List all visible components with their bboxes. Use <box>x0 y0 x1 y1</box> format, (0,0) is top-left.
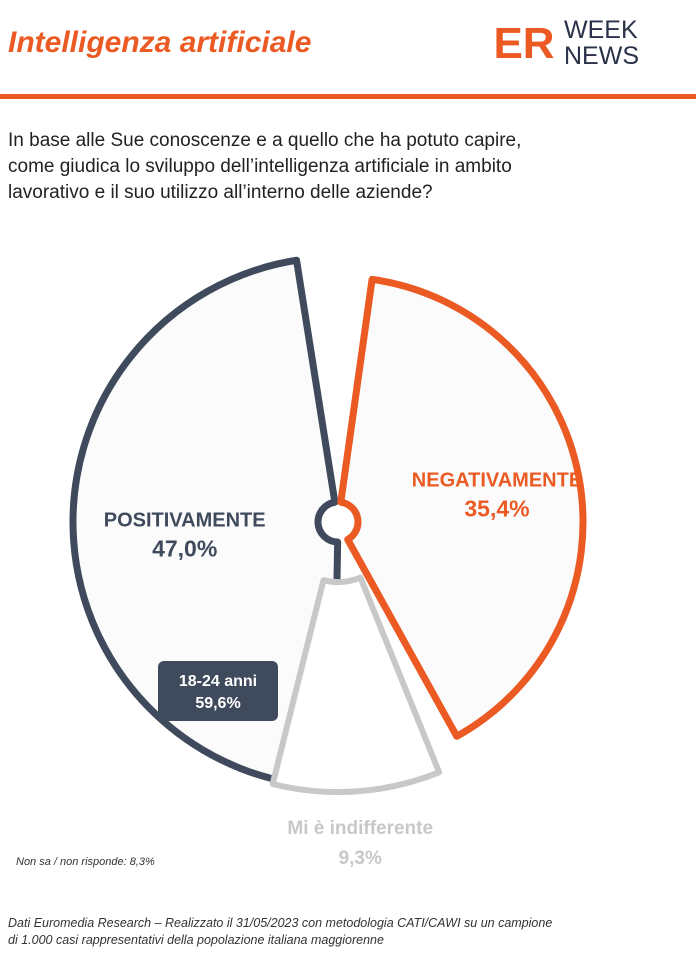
slice-label-2: NEGATIVAMENTE <box>412 470 582 492</box>
logo-mark: ER <box>496 19 555 68</box>
logo: ER WEEK NEWS <box>496 16 639 70</box>
header-divider <box>0 94 696 99</box>
callout-value: 59,6% <box>195 695 240 712</box>
callout-badge: 18-24 anni 59,6% <box>158 661 278 721</box>
question-line-1: In base alle Sue conoscenze e a quello c… <box>8 130 522 151</box>
no-answer-note: Non sa / non risponde: 8,3% <box>16 856 155 868</box>
slice-value-2: 35,4% <box>464 496 529 522</box>
logo-week: WEEK <box>564 16 638 44</box>
slice-label-1: POSITIVAMENTE <box>104 510 266 532</box>
source-footer: Dati Euromedia Research – Realizzato il … <box>8 915 694 949</box>
callout-label: 18-24 anni <box>179 673 257 690</box>
question-line-3: lavorativo e il suo utilizzo all’interno… <box>8 182 433 203</box>
page-title: Intelligenza artificiale <box>8 26 312 59</box>
callout-background <box>158 661 278 721</box>
question-line-2: come giudica lo sviluppo dell’intelligen… <box>8 156 512 177</box>
pie-slice-3 <box>269 574 443 795</box>
survey-question: In base alle Sue conoscenze e a quello c… <box>8 128 668 206</box>
logo-news: NEWS <box>564 42 639 70</box>
pie-slice-2 <box>337 275 587 740</box>
slice-value-3: 9,3% <box>339 848 382 869</box>
footer-line-2: di 1.000 casi rappresentativi della popo… <box>8 933 384 947</box>
footer-line-1: Dati Euromedia Research – Realizzato il … <box>8 916 553 930</box>
slice-value-1: 47,0% <box>152 536 217 562</box>
pie-slice-1 <box>69 256 342 791</box>
slice-label-3: Mi è indifferente <box>287 818 433 839</box>
